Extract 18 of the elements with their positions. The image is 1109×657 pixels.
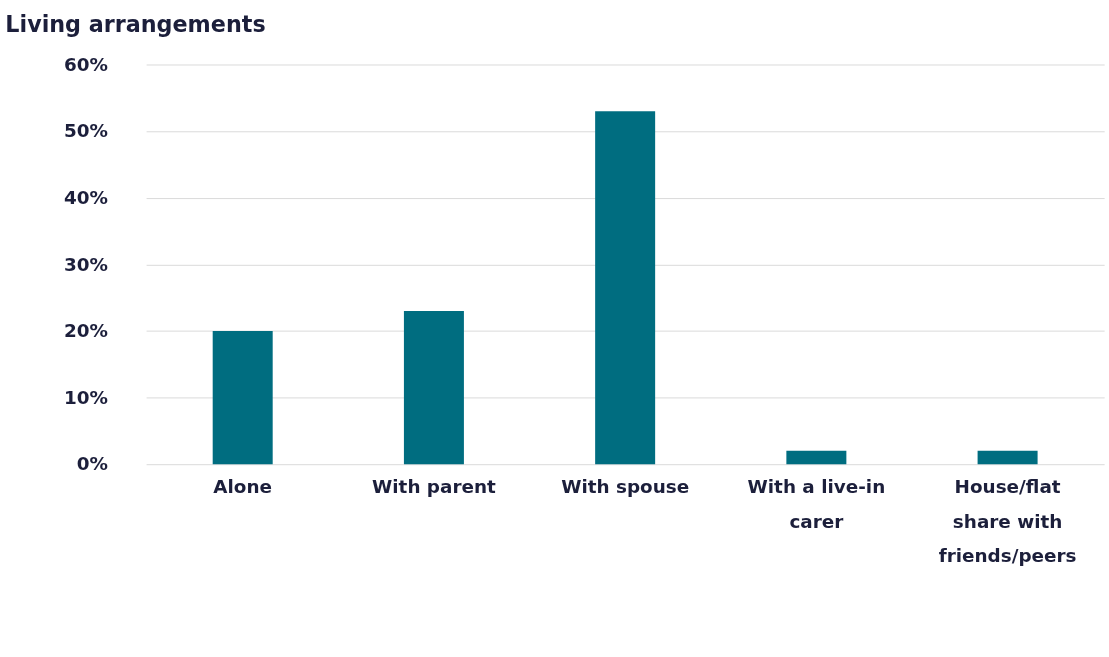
y-tick-label: 60%: [63, 53, 108, 75]
y-tick-label: 40%: [63, 187, 108, 209]
x-tick-label: With spouse: [561, 475, 690, 497]
y-tick-label: 10%: [63, 386, 108, 408]
y-tick-label: 30%: [63, 253, 108, 275]
bar: [595, 111, 656, 465]
x-tick-label: Alone: [213, 475, 273, 497]
bar: [786, 450, 847, 465]
x-tick-label: With parent: [372, 475, 497, 497]
y-tick-label: 0%: [76, 453, 108, 475]
chart-title: Living arrangements: [5, 10, 266, 37]
x-tick-label: House/flat share with friends/peers: [938, 475, 1077, 567]
y-tick-label: 50%: [63, 120, 108, 142]
bar: [977, 450, 1038, 465]
y-tick-label: 20%: [63, 320, 108, 342]
bar: [403, 310, 464, 465]
x-tick-label: With a live-in carer: [747, 475, 886, 532]
bar: [212, 330, 273, 465]
